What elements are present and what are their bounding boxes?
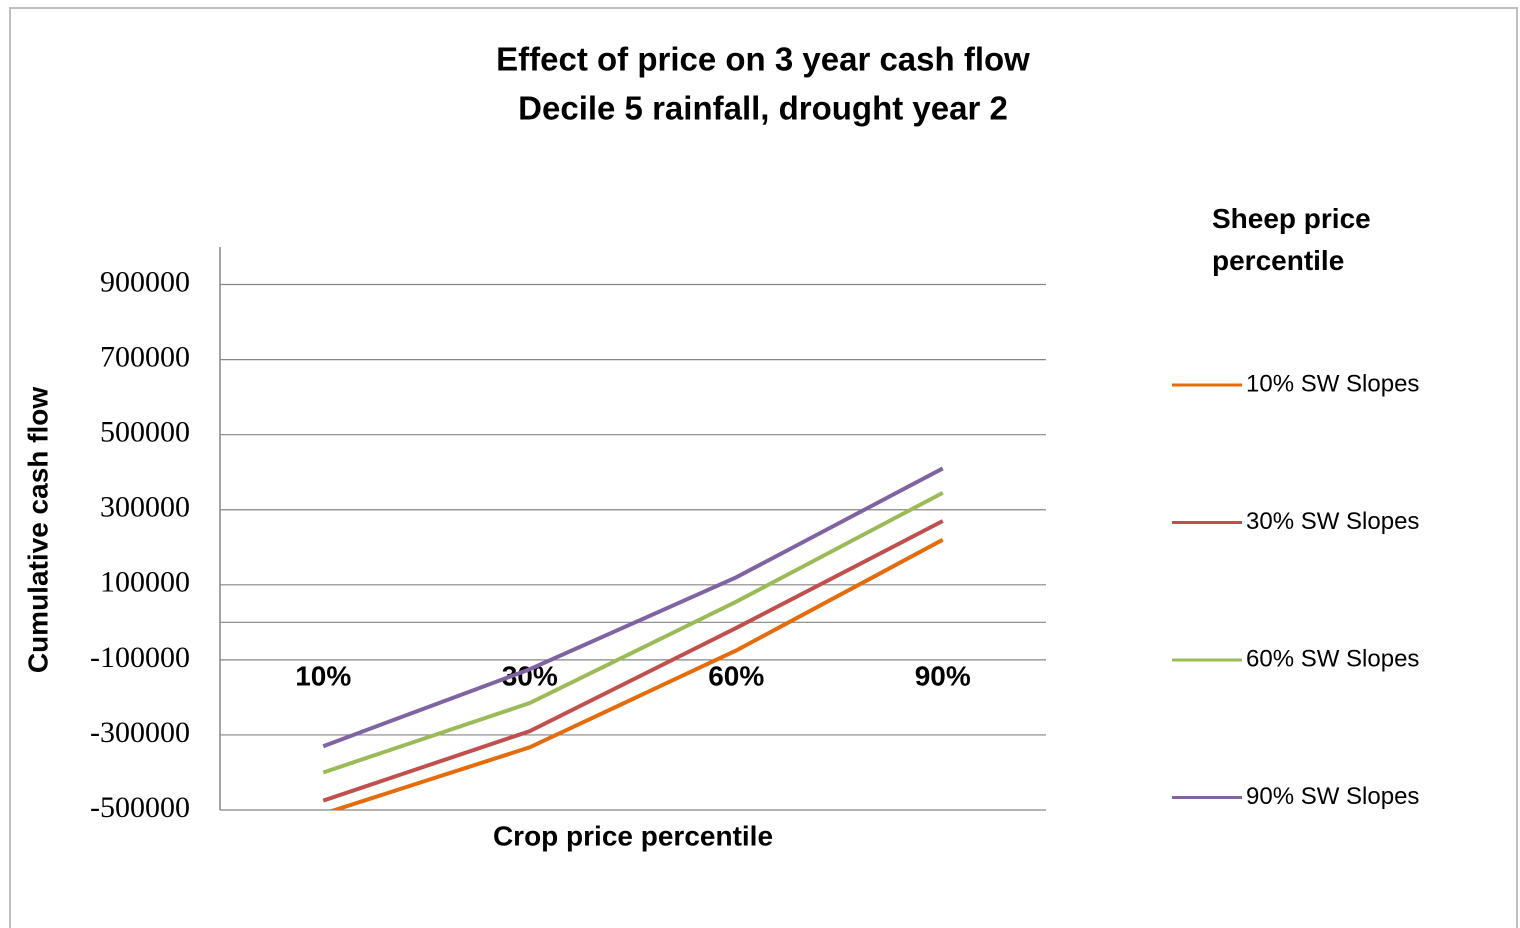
series-line: [322, 491, 944, 775]
x-tick-label: 90%: [915, 661, 971, 692]
chart-frame: [9, 7, 1518, 928]
y-tick-label: 300000: [100, 491, 190, 524]
y-tick-label: -100000: [90, 641, 190, 674]
legend-label: 10% SW Slopes: [1246, 370, 1419, 397]
legend-label: 60% SW Slopes: [1246, 645, 1419, 672]
y-axis-title: Cumulative cash flow: [22, 387, 53, 674]
y-tick-label: 700000: [100, 340, 190, 373]
series-line: [322, 466, 944, 749]
chart-subtitle: Decile 5 rainfall, drought year 2: [518, 90, 1008, 127]
legend-title: Sheep price percentile: [1212, 203, 1371, 276]
legend-label: 90% SW Slopes: [1246, 783, 1419, 810]
chart-title: Effect of price on 3 year cash flow: [496, 41, 1030, 78]
series-line: [322, 519, 944, 803]
x-axis-title: Crop price percentile: [493, 820, 773, 851]
x-tick-label: 10%: [295, 661, 351, 692]
y-tick-label: 100000: [100, 566, 190, 599]
y-tick-label: 900000: [100, 265, 190, 298]
y-tick-label: -300000: [90, 716, 190, 749]
y-tick-label: -500000: [90, 791, 190, 824]
y-tick-label: 500000: [100, 416, 190, 449]
x-tick-label: 60%: [708, 661, 764, 692]
legend-label: 30% SW Slopes: [1246, 508, 1419, 535]
series-line: [328, 537, 944, 810]
